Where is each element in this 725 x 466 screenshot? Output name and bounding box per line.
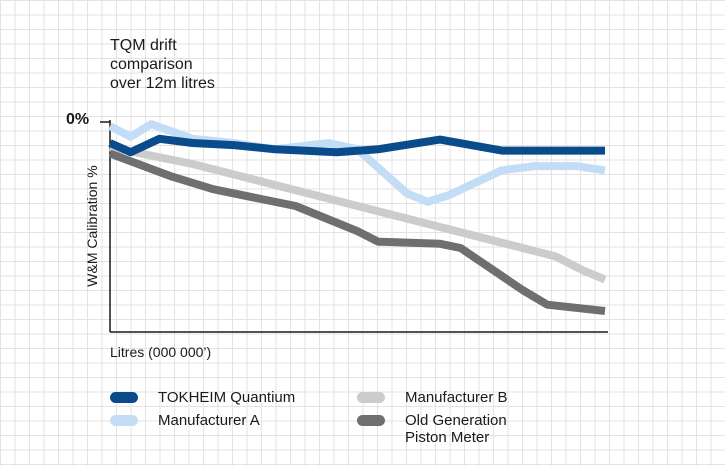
legend-swatch — [357, 392, 385, 403]
legend-item-tokheim-quantium: TOKHEIM Quantium — [110, 389, 295, 406]
y-axis-zero-label: 0% — [66, 111, 90, 128]
legend-swatch — [357, 415, 385, 426]
legend-label: Manufacturer B — [405, 389, 508, 406]
series-line-tokheim-quantium — [108, 134, 605, 157]
legend-label: Old Generation Piston Meter — [405, 412, 507, 446]
legend-item-old-generation-piston-meter: Old Generation Piston Meter — [357, 412, 507, 446]
legend-swatch — [110, 415, 138, 426]
legend-swatch — [110, 392, 138, 403]
legend-label: TOKHEIM Quantium — [158, 389, 296, 406]
legend-label: Manufacturer A — [158, 412, 260, 429]
chart-title: TQM drift comparison over 12m litres — [110, 37, 215, 92]
series-line-old-generation-piston-meter — [108, 149, 606, 315]
legend-item-manufacturer-b: Manufacturer B — [357, 389, 508, 406]
x-axis-label: Litres (000 000’) — [110, 344, 212, 360]
legend-item-manufacturer-a: Manufacturer A — [110, 412, 260, 429]
series-layer — [108, 120, 607, 315]
y-axis-label: W&M Calibration % — [84, 165, 100, 287]
series-line-manufacturer-b — [109, 143, 607, 284]
